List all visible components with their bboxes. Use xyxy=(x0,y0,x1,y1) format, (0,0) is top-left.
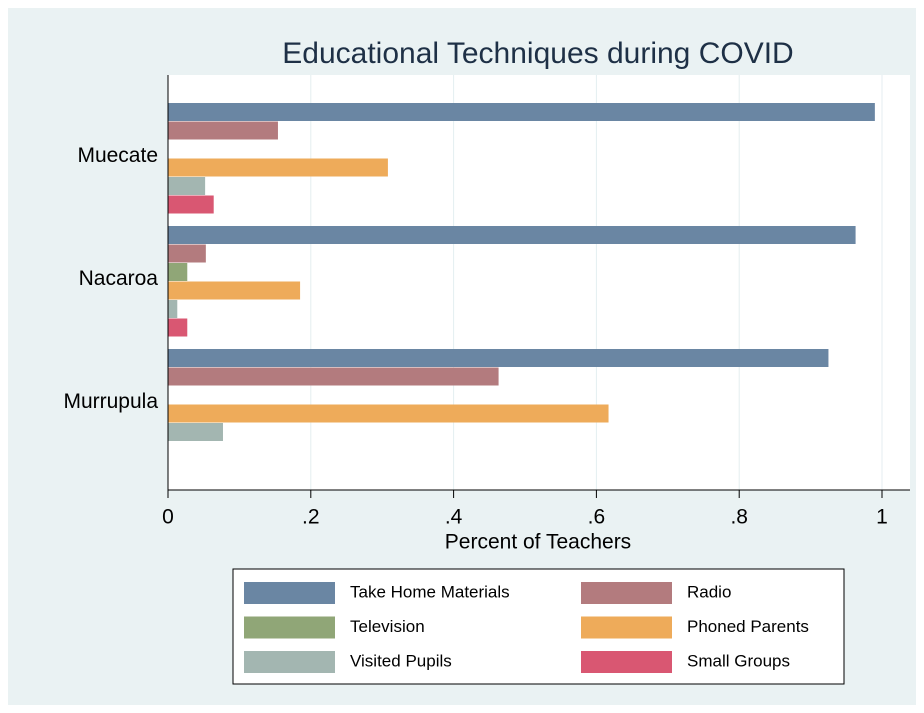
bar xyxy=(168,103,875,121)
x-tick-label: 0 xyxy=(162,506,174,529)
legend-key xyxy=(581,651,672,673)
bar xyxy=(168,349,829,367)
x-tick-label: 1 xyxy=(876,506,888,529)
bar xyxy=(168,423,223,441)
x-tick-label: .4 xyxy=(445,506,463,529)
legend-key xyxy=(244,582,335,604)
chart-title: Educational Techniques during COVID xyxy=(282,37,793,70)
bar xyxy=(168,318,188,337)
y-tick-label: Murrupula xyxy=(63,390,158,413)
x-tick-label: .8 xyxy=(730,506,748,529)
bar xyxy=(168,158,388,177)
legend-label: Phoned Parents xyxy=(687,617,809,636)
legend-key xyxy=(244,616,335,639)
bar xyxy=(168,404,609,423)
x-tick-label: .2 xyxy=(302,506,320,529)
bar xyxy=(168,177,206,195)
bar xyxy=(168,263,188,281)
legend-key xyxy=(581,616,672,639)
x-axis-label: Percent of Teachers xyxy=(445,531,631,554)
y-tick-label: Muecate xyxy=(77,144,158,167)
bar xyxy=(168,195,214,214)
bar xyxy=(168,281,301,300)
legend-label: Visited Pupils xyxy=(350,651,452,670)
y-tick-label: Nacaroa xyxy=(79,267,159,290)
bar xyxy=(168,244,206,263)
legend-label: Radio xyxy=(687,582,731,601)
bar xyxy=(168,300,178,318)
bar xyxy=(168,367,499,386)
bar xyxy=(168,121,278,140)
x-tick-label: .6 xyxy=(588,506,606,529)
legend-key xyxy=(244,651,335,673)
legend-label: Small Groups xyxy=(687,651,790,670)
bar xyxy=(168,226,856,244)
legend-label: Take Home Materials xyxy=(350,582,510,601)
legend-key xyxy=(581,582,672,604)
legend-label: Television xyxy=(350,617,425,636)
